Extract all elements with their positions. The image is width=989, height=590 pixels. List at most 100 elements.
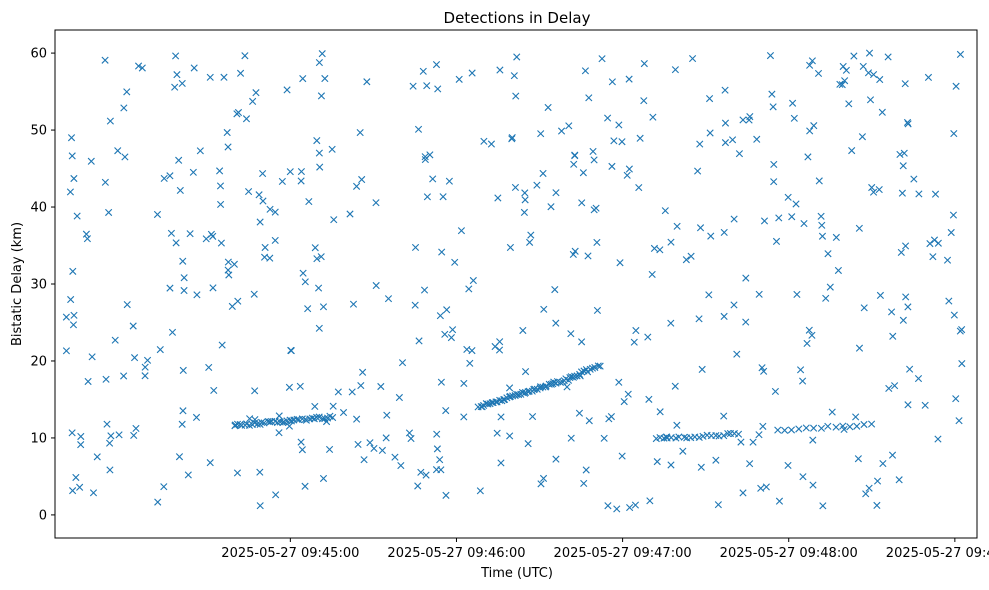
detection-point	[457, 227, 466, 235]
detection-point	[952, 395, 960, 403]
detection-point	[796, 366, 805, 374]
detection-point	[774, 426, 782, 434]
detection-point	[742, 274, 750, 282]
detection-point	[804, 153, 812, 161]
detection-point	[321, 74, 329, 83]
detection-point	[510, 72, 518, 80]
detection-point	[297, 177, 305, 185]
detection-point	[789, 99, 797, 107]
detection-point	[495, 346, 504, 354]
detection-point	[315, 324, 323, 332]
detection-point	[414, 482, 422, 490]
detection-point	[370, 444, 378, 453]
detection-point	[506, 432, 514, 440]
detection-point	[153, 210, 162, 219]
detection-point	[512, 92, 520, 100]
detection-point	[251, 387, 259, 395]
detection-point	[420, 286, 429, 294]
detection-point	[858, 133, 867, 141]
detection-point	[845, 100, 853, 108]
detection-point	[175, 453, 184, 461]
detection-point	[84, 377, 92, 386]
detection-point	[433, 430, 441, 438]
detection-point	[818, 232, 827, 240]
detection-point	[421, 153, 429, 161]
detection-point	[423, 82, 431, 90]
detection-point	[699, 432, 707, 440]
detection-point	[256, 218, 264, 226]
detection-point	[87, 157, 95, 165]
detection-point	[956, 50, 965, 58]
detection-point	[539, 169, 547, 178]
detection-point	[631, 501, 640, 509]
detection-point	[172, 239, 180, 247]
detection-point	[926, 240, 934, 248]
detection-point	[287, 417, 295, 425]
detection-point	[319, 474, 328, 483]
detection-point	[588, 364, 597, 372]
detection-point	[317, 92, 326, 100]
detection-point	[869, 188, 878, 196]
detection-point	[712, 456, 720, 464]
detection-point	[442, 407, 450, 415]
detection-point	[839, 422, 847, 430]
detection-point	[724, 429, 732, 438]
detection-point	[525, 387, 533, 395]
detection-point	[209, 284, 217, 292]
detection-point	[313, 255, 321, 263]
detection-point	[952, 82, 960, 90]
x-tick-label: 2025-05-27 09:49:00	[886, 546, 989, 561]
detection-point	[305, 197, 313, 206]
detection-point	[697, 463, 705, 471]
detection-point	[810, 424, 818, 432]
detection-point	[487, 140, 496, 148]
detection-point	[445, 177, 453, 185]
detection-point	[496, 66, 504, 74]
detection-point	[800, 219, 808, 228]
detection-point	[460, 379, 468, 387]
detection-point	[855, 344, 864, 352]
detection-point	[705, 95, 714, 103]
detection-point	[275, 412, 283, 420]
detection-point	[950, 129, 958, 138]
detection-point	[640, 60, 648, 68]
detection-point	[285, 383, 293, 391]
detection-point	[656, 408, 664, 416]
detection-point	[660, 434, 668, 442]
detection-point	[115, 431, 123, 439]
detection-point	[138, 64, 146, 72]
detection-point	[585, 417, 593, 425]
detection-point	[955, 417, 963, 425]
detection-point	[698, 365, 706, 373]
detection-point	[613, 505, 621, 513]
detection-point	[540, 305, 548, 313]
detection-point	[250, 290, 258, 298]
detection-point	[640, 97, 648, 105]
detection-point	[746, 113, 754, 121]
detection-point	[746, 460, 754, 468]
detection-point	[260, 419, 268, 427]
detection-point	[552, 455, 560, 463]
detection-point	[206, 459, 214, 467]
detection-point	[272, 491, 280, 499]
detection-point	[758, 364, 766, 372]
detection-point	[571, 372, 579, 380]
detection-point	[635, 183, 643, 192]
detection-point	[760, 217, 769, 225]
detection-point	[860, 304, 868, 312]
detection-point	[817, 424, 826, 432]
detection-point	[441, 330, 449, 338]
detection-point	[824, 422, 832, 430]
detection-point	[497, 459, 505, 467]
detection-point	[569, 250, 577, 259]
detection-point	[770, 178, 778, 186]
detection-point	[172, 52, 180, 60]
detection-point	[469, 276, 477, 285]
detection-point	[353, 415, 361, 423]
detection-point	[130, 354, 139, 362]
detection-point	[921, 401, 929, 409]
detection-point	[132, 424, 140, 433]
detection-point	[255, 191, 263, 199]
detection-point	[121, 153, 129, 161]
detection-point	[610, 137, 618, 145]
